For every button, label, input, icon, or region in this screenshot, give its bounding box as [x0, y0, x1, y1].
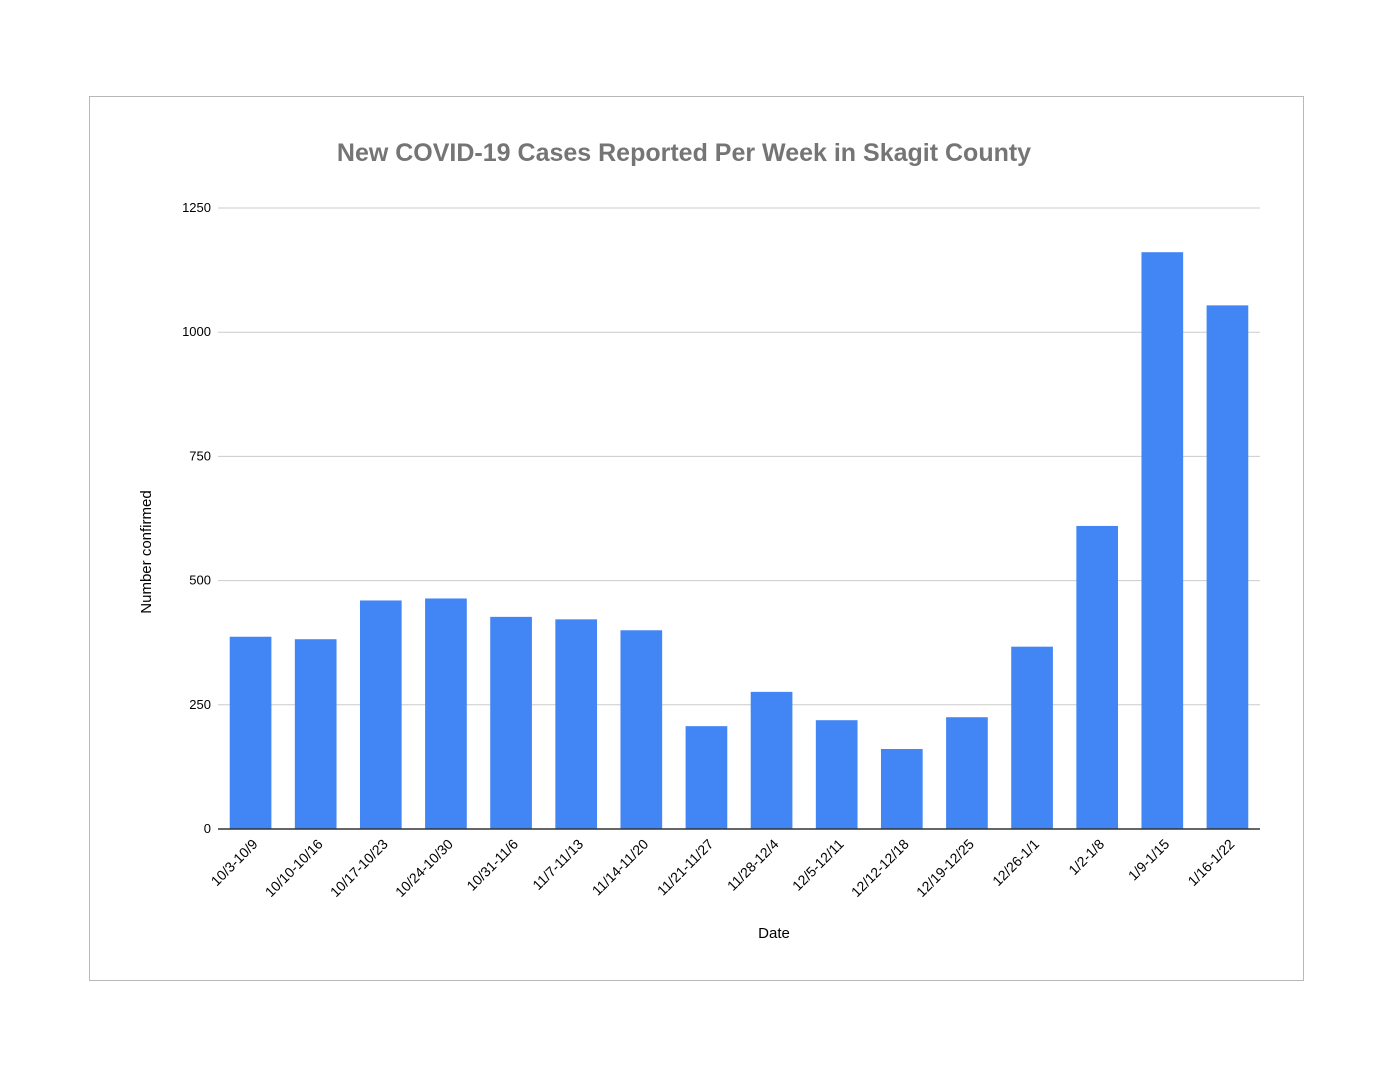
bar: [359, 600, 402, 829]
x-axis-category-labels: 10/3-10/9 10/10-10/16 10/17-10/23 10/24-10/…: [208, 836, 1238, 900]
bar: [1076, 525, 1119, 829]
y-axis-ticks: 0 250 500 750 1000 1250: [182, 200, 211, 836]
bar: [555, 619, 598, 829]
x-tick-label: 12/12-12/18: [848, 836, 912, 900]
bar: [490, 616, 532, 829]
x-tick-label: 11/28-12/4: [724, 836, 782, 894]
x-axis-title: Date: [758, 925, 790, 942]
bar: [946, 717, 988, 829]
x-tick-label: 12/26-1/1: [989, 836, 1042, 889]
bars: [229, 252, 1249, 829]
x-tick-label: 1/16-1/22: [1184, 836, 1237, 889]
bar: [815, 720, 858, 829]
x-tick-label: 12/19-12/25: [913, 836, 977, 900]
y-tick-label: 250: [189, 697, 211, 712]
bar: [1141, 252, 1184, 829]
y-tick-label: 1000: [182, 324, 211, 339]
bar: [294, 639, 337, 829]
bar: [750, 691, 793, 829]
y-tick-label: 500: [189, 573, 211, 588]
bar: [1011, 646, 1053, 829]
bar: [880, 749, 923, 829]
x-tick-label: 1/2-1/8: [1065, 836, 1107, 878]
chart-title: New COVID-19 Cases Reported Per Week in …: [337, 139, 1031, 167]
bar: [620, 630, 663, 829]
y-tick-label: 750: [189, 448, 211, 463]
x-tick-label: 1/9-1/15: [1125, 836, 1173, 884]
bar: [685, 726, 728, 829]
bar: [1206, 305, 1249, 829]
bar: [425, 598, 467, 829]
y-axis-title: Number confirmed: [138, 490, 155, 613]
x-tick-label: 10/24-10/30: [392, 836, 456, 900]
x-tick-label: 10/31-11/6: [463, 836, 521, 894]
x-tick-label: 10/10-10/16: [262, 836, 326, 900]
x-tick-label: 11/14-11/20: [589, 836, 652, 899]
x-tick-label: 11/21-11/27: [654, 836, 717, 899]
x-tick-label: 12/5-12/11: [789, 836, 847, 894]
x-tick-label: 10/3-10/9: [208, 836, 261, 889]
x-tick-label: 11/7-11/13: [529, 836, 586, 893]
x-tick-label: 10/17-10/23: [327, 836, 391, 900]
bar: [229, 636, 272, 829]
y-tick-label: 0: [204, 821, 211, 836]
y-tick-label: 1250: [182, 200, 211, 215]
